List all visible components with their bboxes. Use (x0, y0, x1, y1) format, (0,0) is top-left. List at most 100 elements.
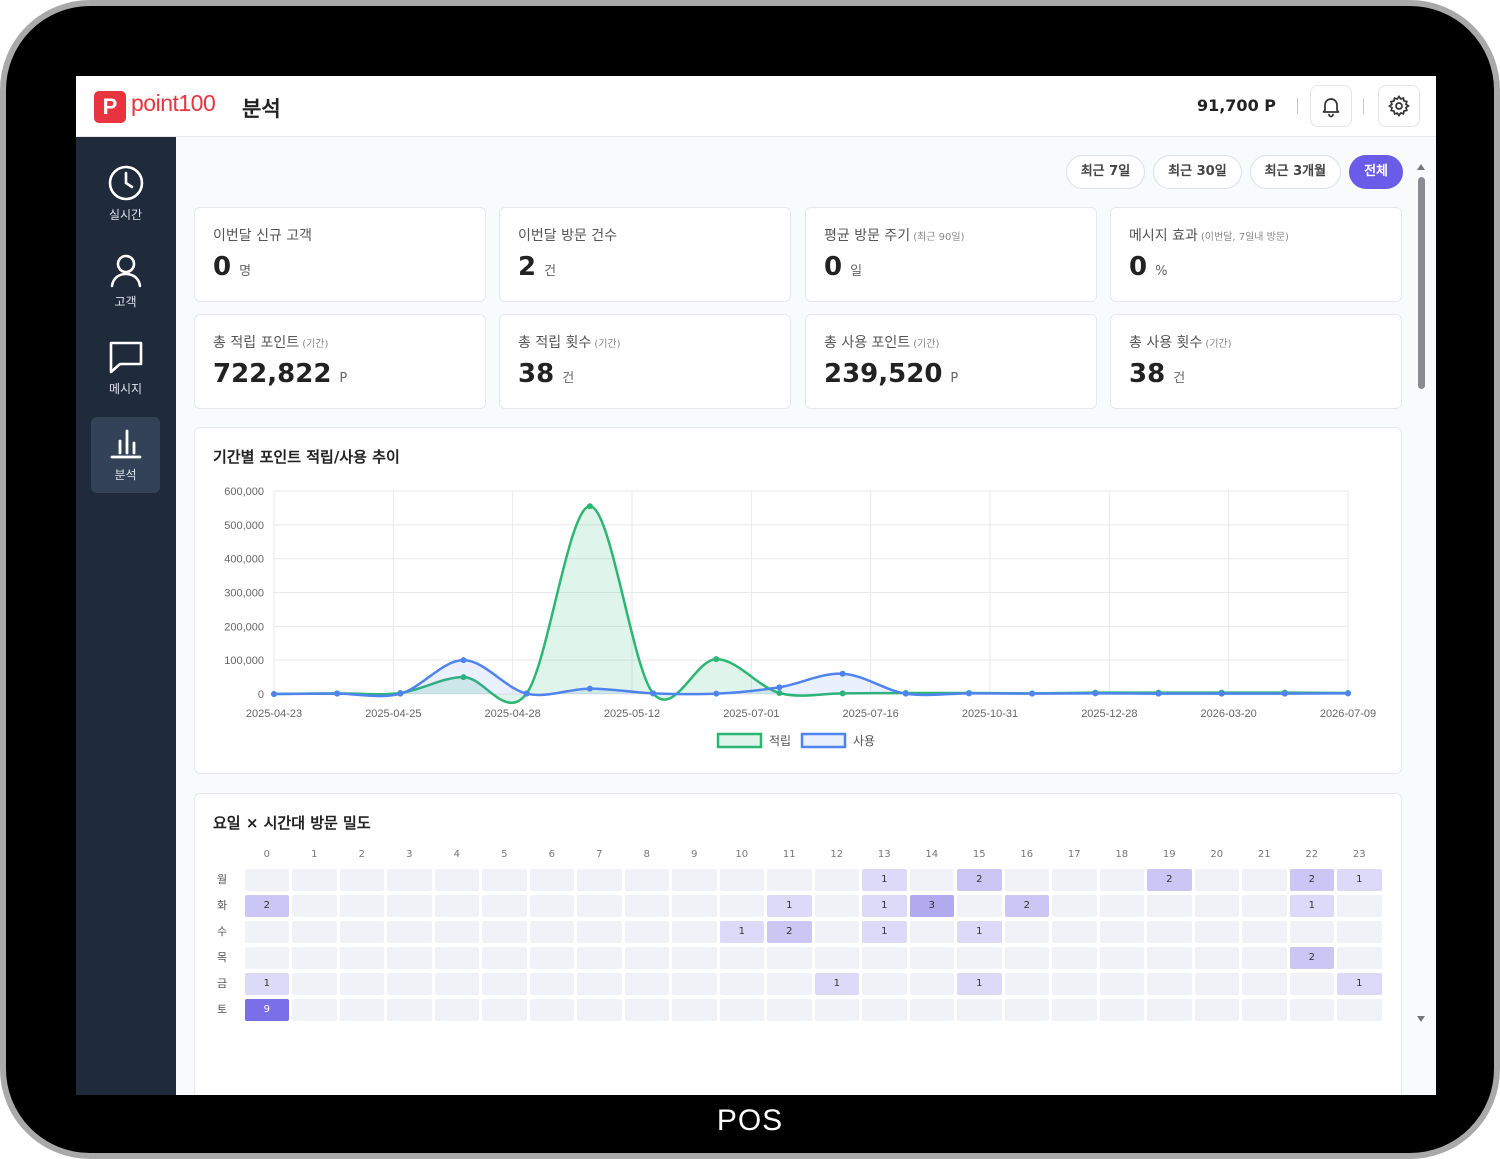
stat-value-number: 0 (824, 252, 843, 282)
filter-30days-button[interactable]: 최근 30일 (1153, 155, 1242, 189)
stat-title-text: 이번달 신규 고객 (213, 228, 313, 244)
heatmap-cell: 2 (1289, 869, 1334, 891)
heatmap-cell (434, 973, 479, 995)
x-tick-label: 2025-04-28 (485, 708, 541, 720)
heatmap-cell (909, 973, 954, 995)
heatmap-cell: 9 (244, 999, 289, 1021)
heatmap-cell (292, 895, 337, 917)
y-tick-label: 300,000 (224, 588, 264, 600)
stat-card-title: 총 사용 포인트 (기간) (824, 332, 939, 352)
heatmap-day-label: 월 (217, 873, 228, 886)
heatmap-cell (529, 999, 574, 1021)
sidebar-item-realtime[interactable]: 실시간 (91, 157, 160, 233)
legend-swatch-1 (800, 732, 847, 749)
stat-value-unit: 일 (850, 264, 863, 279)
series-point-1 (271, 691, 277, 697)
series-point-1 (1218, 690, 1225, 697)
notification-button[interactable] (1310, 85, 1352, 127)
stat-card: 총 적립 횟수 (기간) 38 건 (499, 314, 791, 409)
heatmap-cell (814, 921, 859, 943)
heatmap-cell (482, 947, 527, 969)
stat-title-text: 이번달 방문 건수 (518, 228, 618, 244)
heatmap-cell (1147, 999, 1192, 1021)
heatmap-day-label: 목 (217, 951, 228, 964)
heatmap-cell (244, 921, 289, 943)
gear-icon (1387, 94, 1410, 118)
heatmap-cell (1194, 921, 1239, 943)
heatmap-cell (1147, 921, 1192, 943)
stat-card: 메시지 효과 (이번달, 7일내 방문) 0% (1110, 207, 1402, 302)
stat-card: 이번달 신규 고객 0 명 (194, 207, 486, 302)
filter-all-button[interactable]: 전체 (1349, 155, 1403, 189)
series-point-0 (839, 690, 846, 697)
stat-card: 평균 방문 주기 (최근 90일) 0 일 (805, 207, 1097, 302)
sidebar-item-customer[interactable]: 고객 (91, 244, 160, 320)
heatmap-cell (1194, 999, 1239, 1021)
sidebar-item-analytics[interactable]: 분석 (91, 417, 160, 493)
heatmap-cell: 1 (957, 921, 1002, 943)
message-icon (109, 341, 142, 374)
filter-3months-button[interactable]: 최근 3개월 (1249, 155, 1342, 189)
heatmap-cell (1289, 999, 1334, 1021)
stat-card-value: 0% (1129, 252, 1167, 282)
series-point-1 (839, 670, 846, 677)
heatmap-hour-labels: 0 1 2 3 4 5 6 7 8 9 10 11 12 13 14 15 16 17 18 19 20 21 22 23 (243, 849, 1383, 860)
series-point-1 (1029, 690, 1036, 697)
stat-card: 총 적립 포인트 (기간) 722,822 P (194, 314, 486, 409)
scroll-up-icon[interactable] (1416, 163, 1426, 171)
settings-button[interactable] (1378, 85, 1420, 127)
heatmap-cell (1147, 895, 1192, 917)
y-tick-label: 0 (258, 689, 264, 701)
heatmap-cell (624, 895, 669, 917)
series-area-1 (274, 660, 1348, 697)
filter-7days-button[interactable]: 최근 7일 (1065, 155, 1146, 189)
logo-text: point100 (131, 90, 216, 116)
trend-chart-title: 기간별 포인트 적립/사용 추이 (213, 448, 400, 466)
heatmap-cell (1147, 947, 1192, 969)
heatmap-cell (1242, 895, 1287, 917)
heatmap-cell (434, 869, 479, 891)
series-point-0 (586, 503, 593, 510)
heatmap-cell (624, 869, 669, 891)
stat-value-unit: 건 (544, 264, 557, 279)
heatmap-cell (624, 947, 669, 969)
heatmap-hour-label: 8 (643, 849, 650, 860)
heatmap-cell: 2 (1147, 869, 1192, 891)
heatmap-hour-label: 9 (691, 849, 698, 860)
heatmap-hour-label: 20 (1210, 849, 1224, 860)
stat-value-number: 0 (1129, 252, 1148, 282)
stat-card-value: 38 건 (518, 359, 574, 389)
sidebar-item-message[interactable]: 메시지 (91, 331, 160, 407)
scroll-thumb[interactable] (1418, 177, 1425, 389)
heatmap-cell (719, 947, 764, 969)
stat-card-title: 메시지 효과 (이번달, 7일내 방문) (1129, 225, 1289, 245)
heatmap-cell (577, 999, 622, 1021)
x-tick-label: 2025-07-01 (723, 708, 779, 720)
heatmap-cell (529, 973, 574, 995)
heatmap-title: 요일 × 시간대 방문 밀도 (213, 814, 371, 832)
stat-title-text: 총 사용 횟수 (1129, 335, 1203, 351)
stat-card-title: 이번달 신규 고객 (213, 225, 315, 245)
stat-value-unit: P (950, 371, 959, 386)
heatmap-cell (719, 895, 764, 917)
heatmap-cell (1004, 869, 1049, 891)
heatmap-hour-label: 11 (782, 849, 796, 860)
heatmap-cell (577, 973, 622, 995)
series-point-0 (713, 656, 720, 663)
heatmap-cell (1147, 973, 1192, 995)
heatmap-cell (339, 869, 384, 891)
heatmap-cell (767, 973, 812, 995)
heatmap-hour-label: 12 (830, 849, 844, 860)
scroll-down-icon[interactable] (1416, 1015, 1426, 1023)
heatmap-cell (814, 947, 859, 969)
heatmap-cell (672, 973, 717, 995)
logo-mark: P (94, 91, 126, 123)
series-point-1 (965, 690, 972, 697)
heatmap-cell: 1 (767, 895, 812, 917)
heatmap-cell (1052, 947, 1097, 969)
main-scrollbar[interactable] (1416, 163, 1426, 1023)
heatmap-cell (577, 895, 622, 917)
period-filters: 최근 7일 최근 30일 최근 3개월 전체 (1065, 155, 1403, 189)
